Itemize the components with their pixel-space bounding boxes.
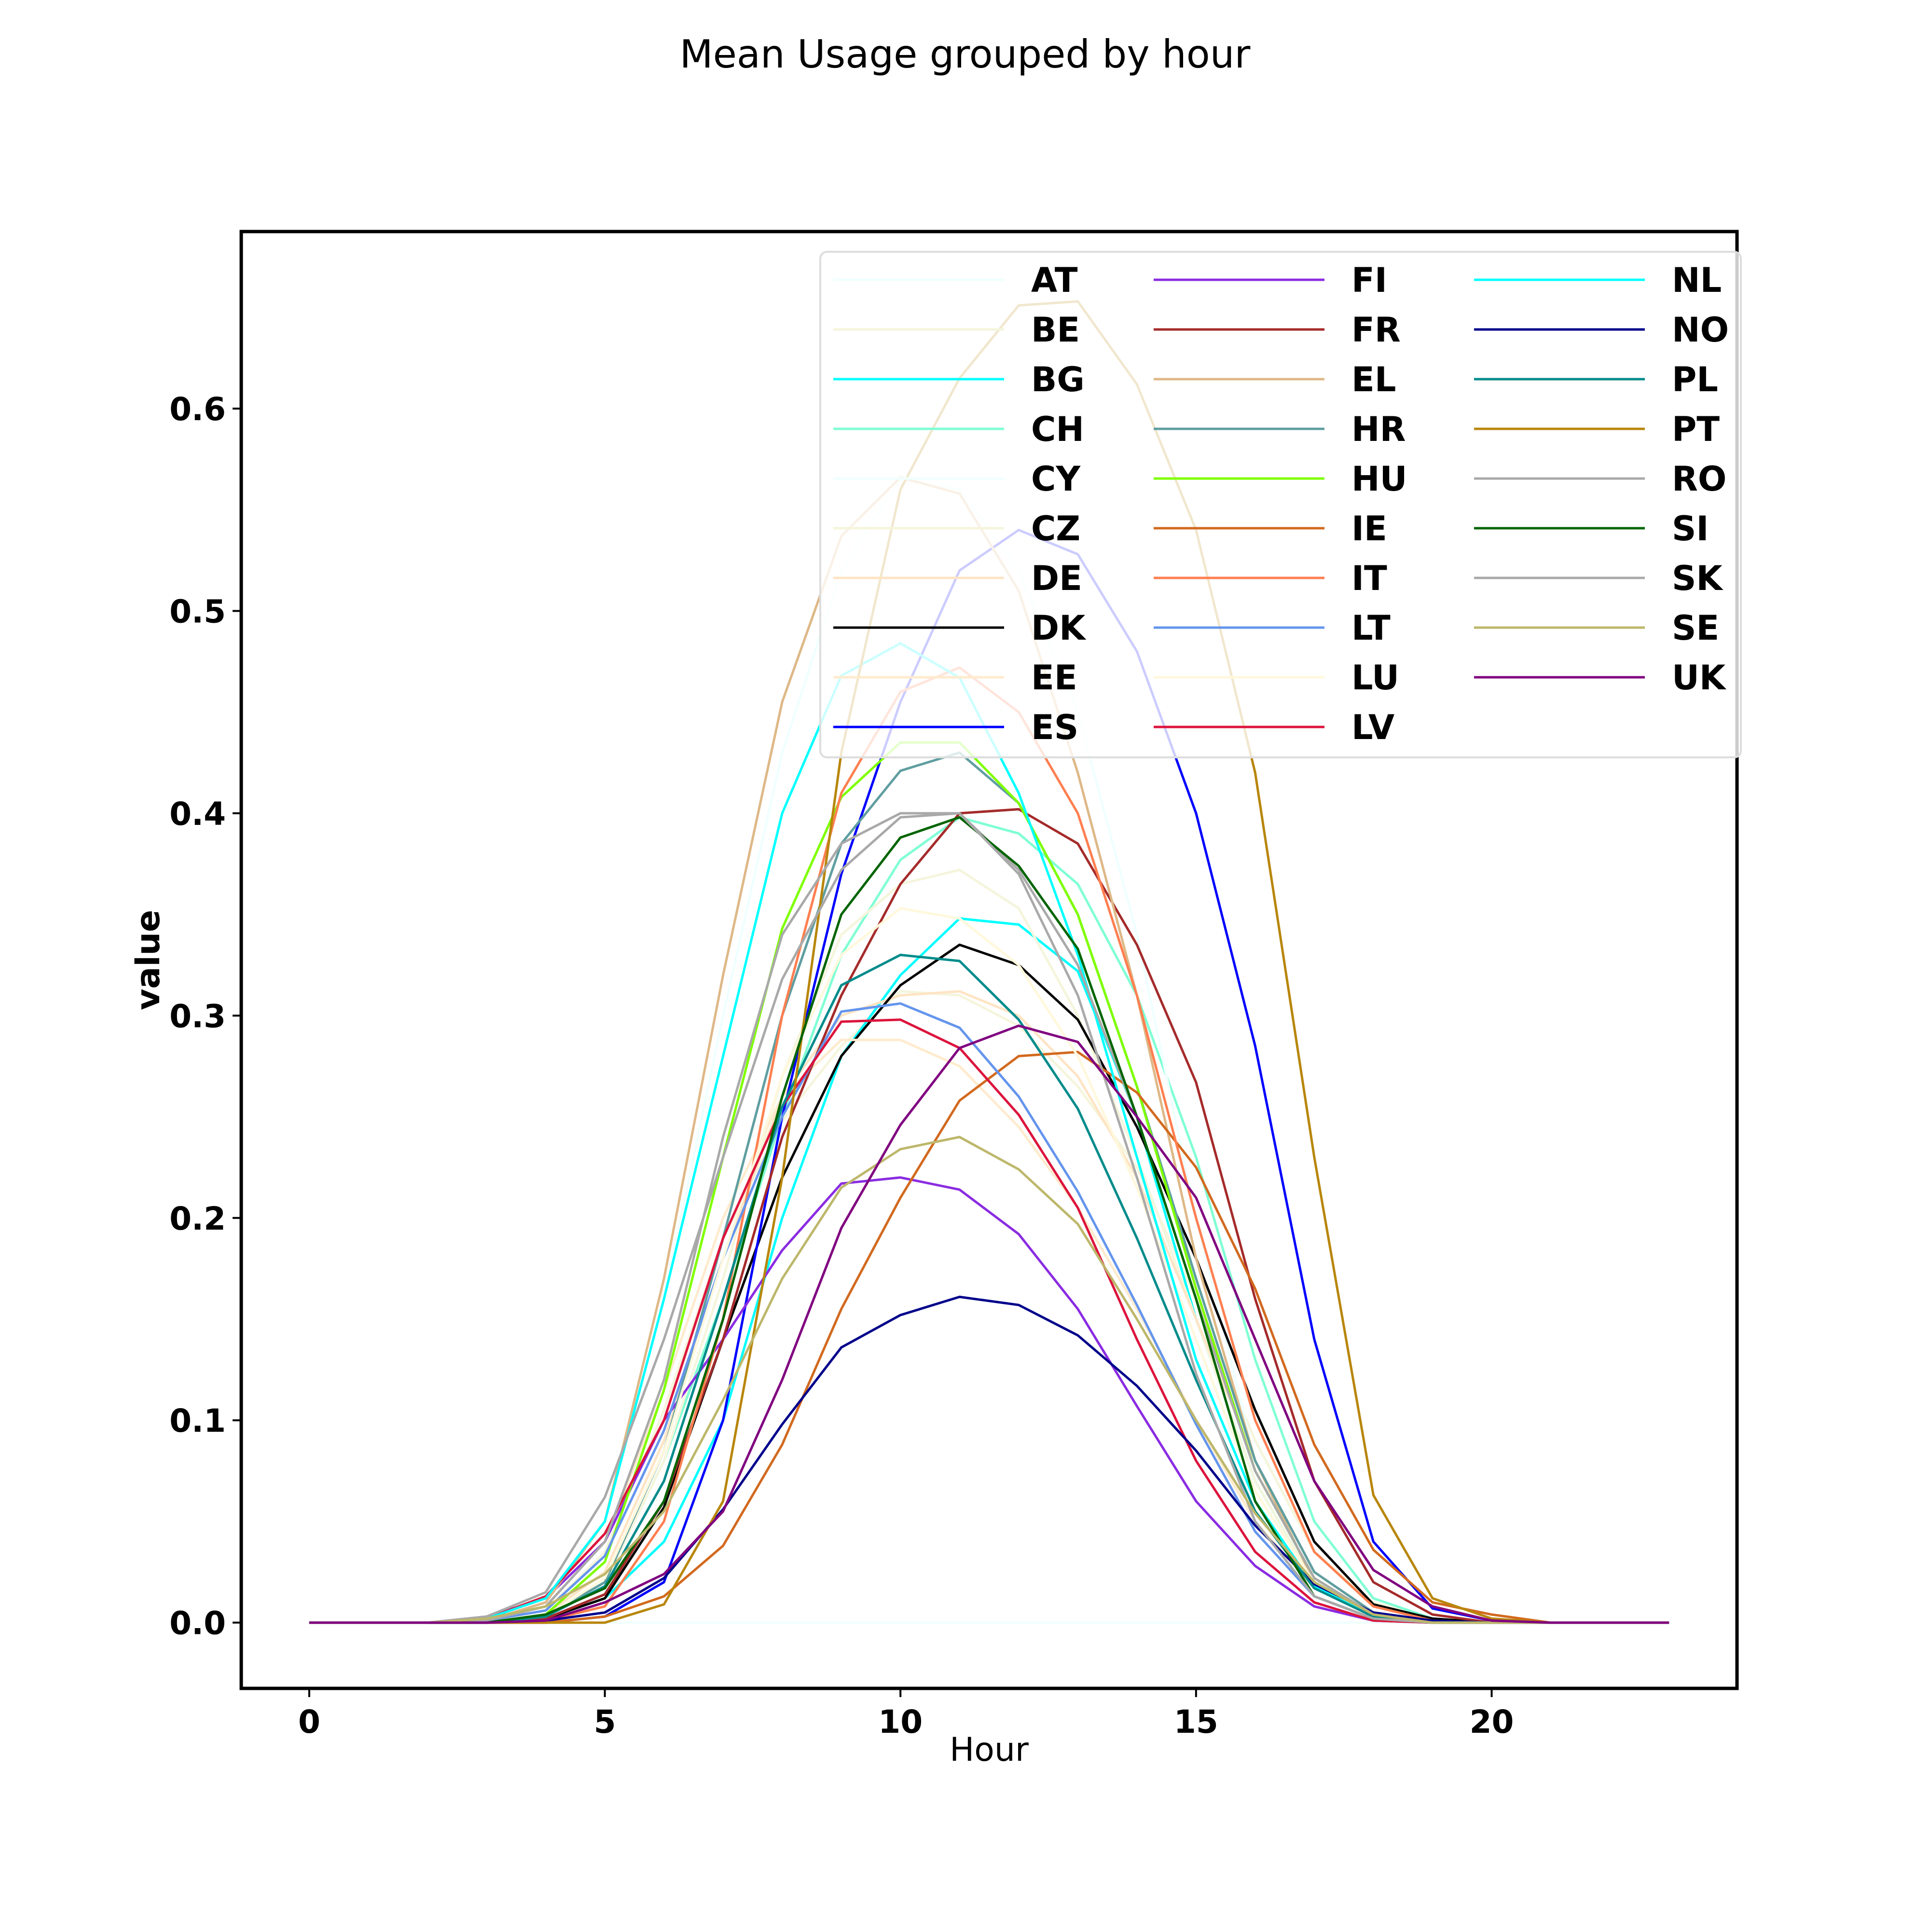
legend-label-fr: FR [1351, 310, 1401, 350]
legend: AT BE BG CH CY CZ DE DK EE ES FI FR EL HR HU IE IT LT LU LV… [819, 251, 1742, 758]
x-tick-label: 10 [878, 1703, 923, 1740]
legend-label-at: AT [1031, 260, 1078, 300]
x-tick-label: 5 [594, 1703, 616, 1740]
legend-label-el: EL [1351, 360, 1396, 399]
series-line-uk [309, 1024, 1669, 1624]
legend-label-fi: FI [1351, 260, 1387, 300]
x-axis-label: Hour [950, 1731, 1029, 1769]
axes-frame [239, 230, 1739, 1690]
legend-label-bg: BG [1031, 360, 1085, 399]
legend-label-se: SE [1672, 608, 1719, 648]
legend-label-nl: NL [1672, 260, 1722, 300]
legend-label-hu: HU [1351, 459, 1407, 499]
legend-label-it: IT [1351, 559, 1387, 598]
x-tick-label: 20 [1470, 1703, 1514, 1740]
legend-label-pl: PL [1672, 360, 1718, 399]
legend-label-pt: PT [1672, 410, 1720, 449]
legend-label-lv: LV [1351, 708, 1394, 747]
legend-label-hr: HR [1351, 410, 1406, 449]
y-tick-label: 0.4 [169, 795, 226, 833]
legend-label-sk: SK [1672, 559, 1723, 598]
legend-label-es: ES [1031, 708, 1078, 747]
y-tick-label: 0.0 [169, 1605, 226, 1642]
y-tick-label: 0.6 [169, 391, 226, 428]
x-tick-label: 15 [1174, 1703, 1218, 1740]
series-line-fr [309, 808, 1669, 1624]
axes-ticks: 0 5 10 15 20 0.0 0.1 0.2 0.3 0.4 0.5 0.6 [169, 391, 1514, 1740]
legend-box [819, 251, 1742, 758]
y-tick-label: 0.3 [169, 998, 226, 1035]
legend-label-cz: CZ [1031, 509, 1080, 548]
legend-label-lu: LU [1351, 658, 1399, 698]
legend-label-lt: LT [1351, 608, 1391, 648]
legend-label-ee: EE [1031, 658, 1077, 698]
y-axis-label: value [129, 910, 167, 1010]
legend-label-uk: UK [1672, 658, 1727, 698]
y-tick-label: 0.2 [169, 1200, 226, 1237]
legend-label-ro: RO [1672, 459, 1726, 499]
legend-label-ie: IE [1351, 509, 1387, 548]
x-tick-label: 0 [298, 1703, 320, 1740]
legend-label-be: BE [1031, 310, 1080, 350]
y-tick-label: 0.5 [169, 593, 226, 630]
legend-label-no: NO [1672, 310, 1729, 350]
chart-title: Mean Usage grouped by hour [680, 32, 1251, 77]
legend-label-si: SI [1672, 509, 1709, 548]
series-line-se [309, 1136, 1669, 1624]
legend-label-de: DE [1031, 559, 1082, 598]
legend-label-ch: CH [1031, 410, 1084, 449]
y-tick-label: 0.1 [169, 1402, 226, 1439]
legend-label-dk: DK [1031, 608, 1087, 648]
legend-label-cy: CY [1031, 459, 1081, 499]
